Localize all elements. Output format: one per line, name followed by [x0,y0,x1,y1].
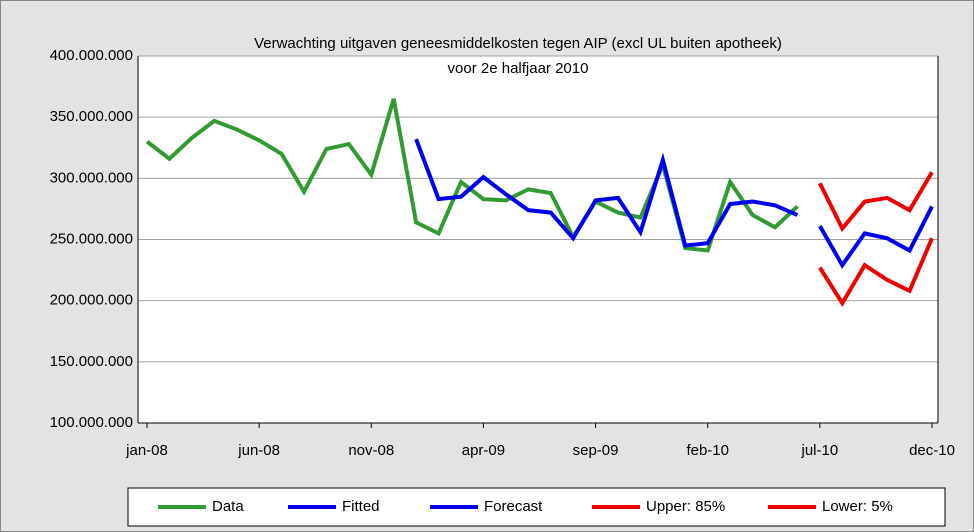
x-tick-label: nov-08 [348,442,394,459]
series-line [818,237,934,307]
y-tick-label: 350.000.000 [50,108,133,125]
series-line [145,98,799,253]
y-tick-label: 250.000.000 [50,230,133,247]
chart-title: voor 2e halfjaar 2010 [448,60,589,77]
y-tick-label: 400.000.000 [50,47,133,64]
legend-label: Forecast [484,498,543,515]
y-tick-label: 300.000.000 [50,169,133,186]
x-tick-label: feb-10 [686,442,729,459]
x-tick-label: jul-10 [801,442,839,459]
y-tick-label: 150.000.000 [50,353,133,370]
x-tick-label: jan-08 [125,442,168,459]
series-line [818,171,934,233]
x-tick-label: jun-08 [237,442,280,459]
legend-label: Lower: 5% [822,498,893,515]
x-tick-label: sep-09 [573,442,619,459]
legend-label: Upper: 85% [646,498,725,515]
legend-label: Fitted [342,498,380,515]
legend-label: Data [212,498,244,515]
y-tick-label: 100.000.000 [50,414,133,431]
y-tick-label: 200.000.000 [50,292,133,309]
series-line [818,205,934,269]
x-tick-label: dec-10 [909,442,955,459]
series-line [414,138,799,248]
chart-title: Verwachting uitgaven geneesmiddelkosten … [254,35,782,52]
x-tick-label: apr-09 [462,442,505,459]
